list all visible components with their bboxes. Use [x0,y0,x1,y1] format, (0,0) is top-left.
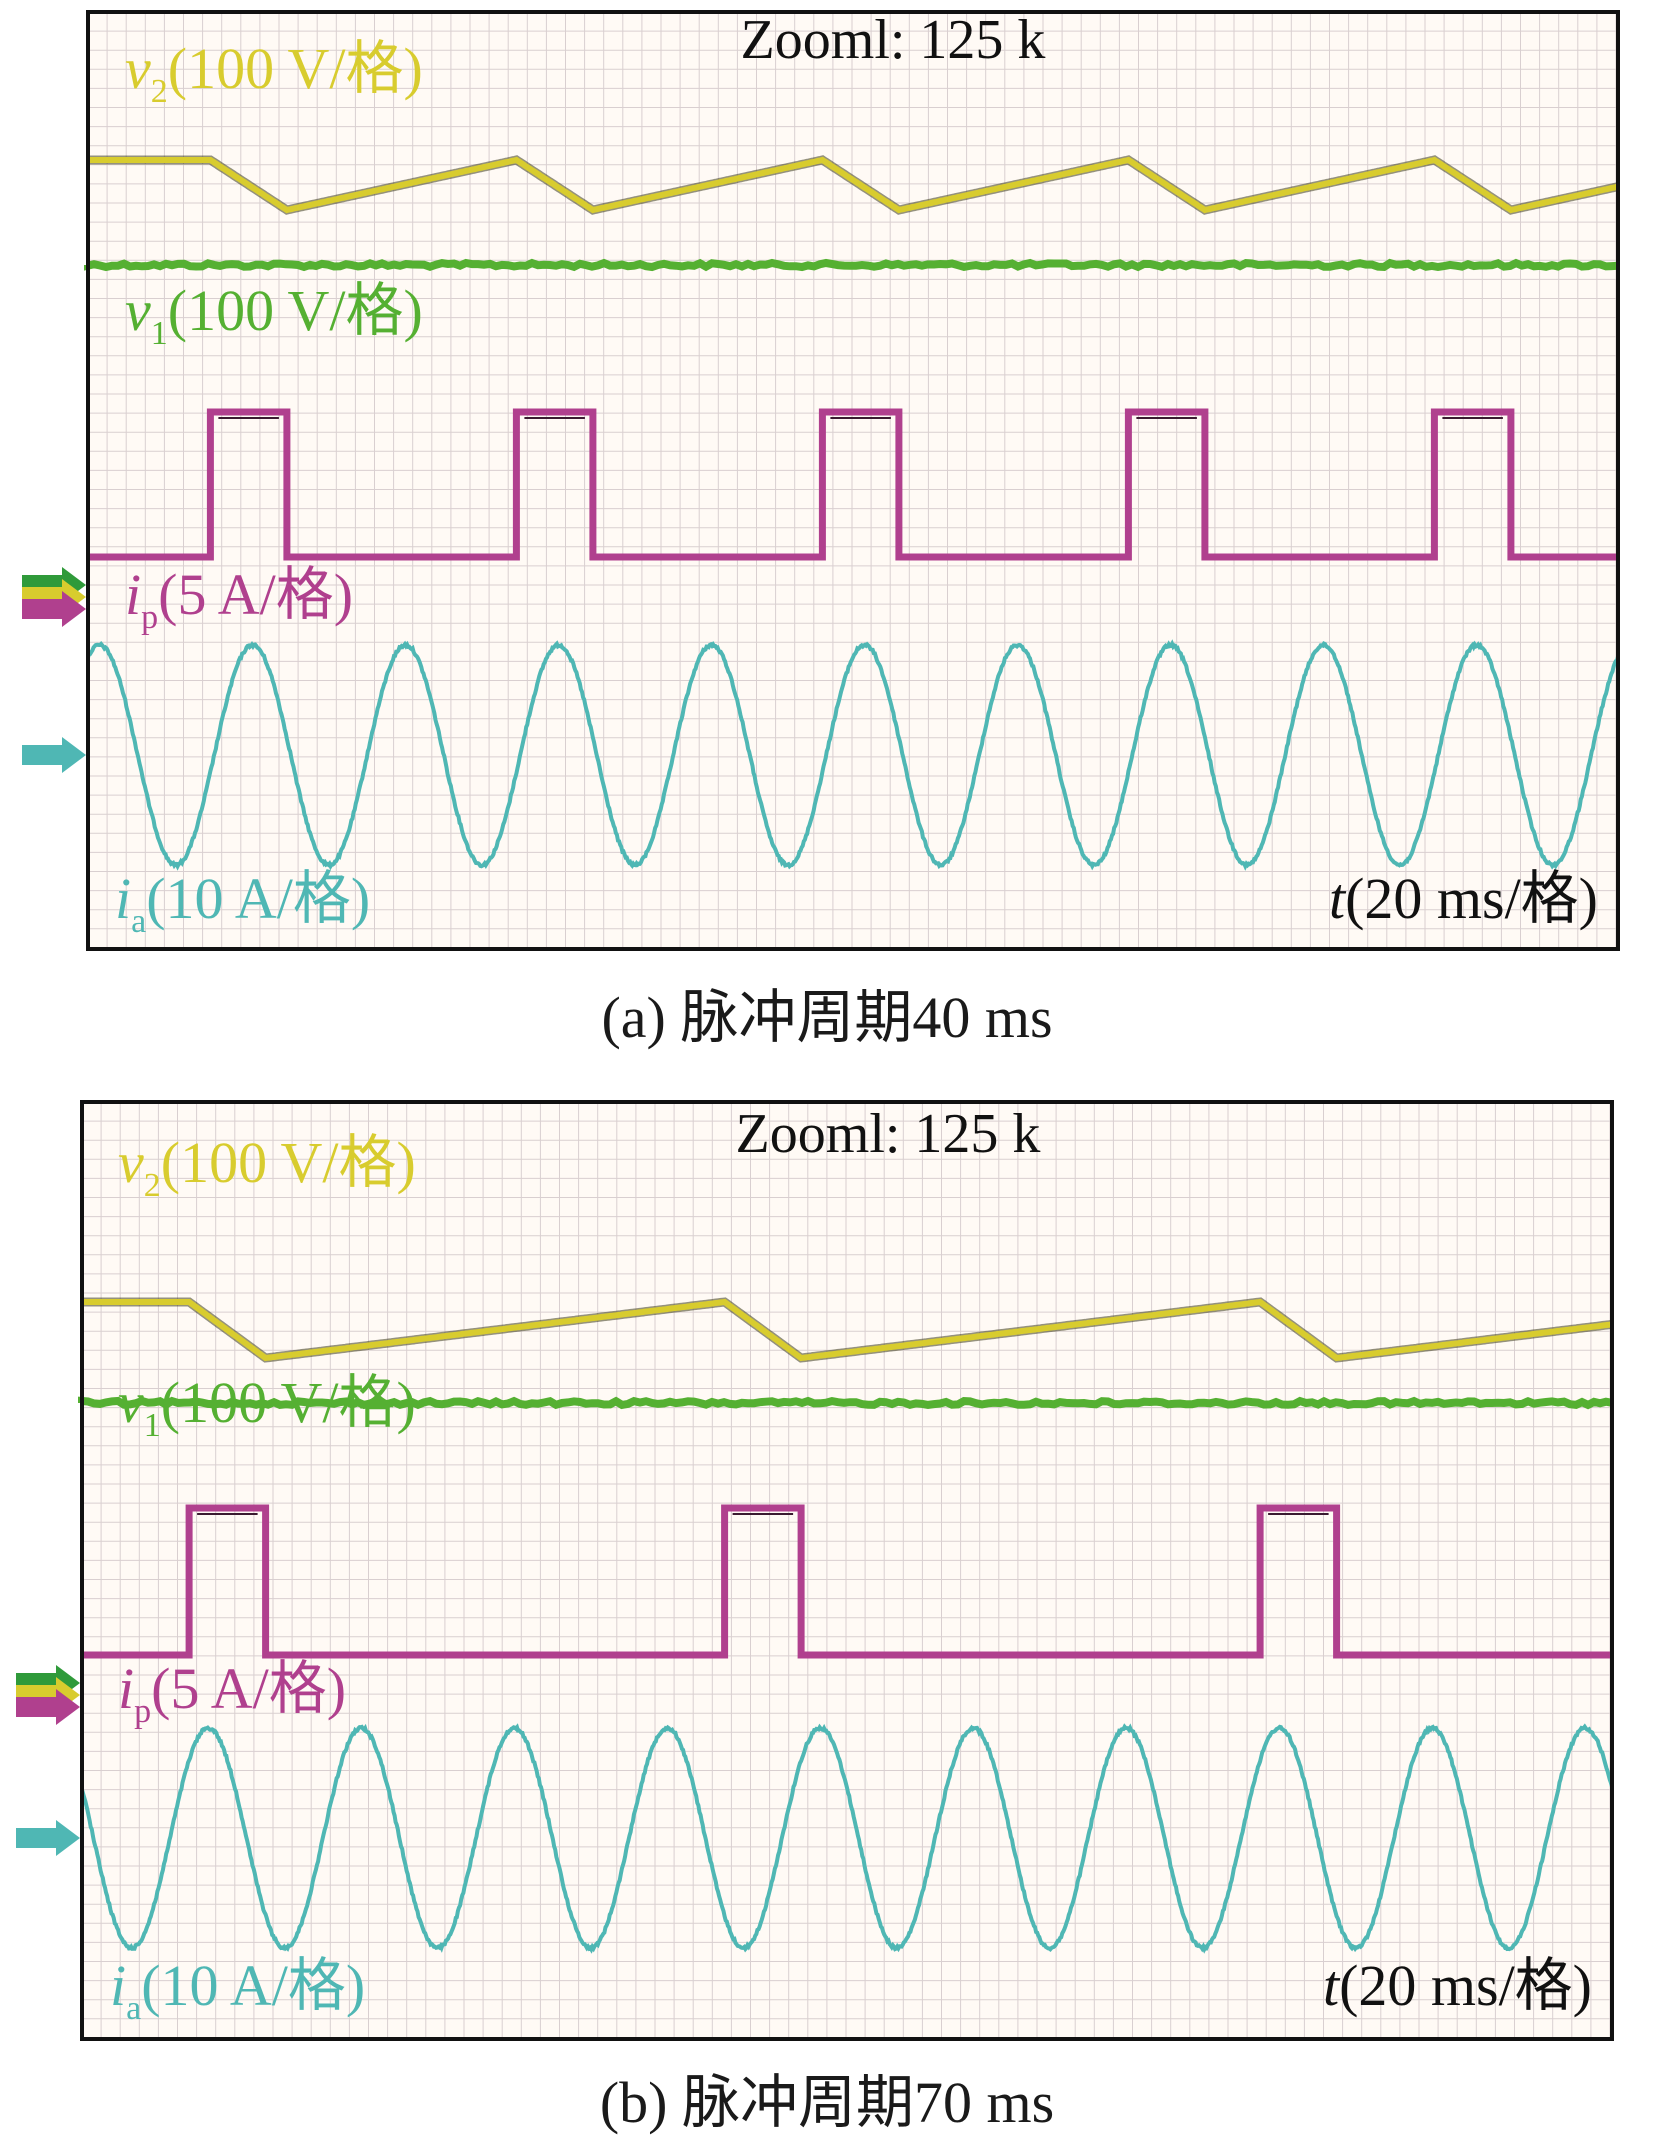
label-v2: v2(100 V/格) [125,36,423,110]
label-v1: v1(100 V/格) [118,1370,416,1444]
channel-marker-ip-icon [16,1689,80,1725]
waveforms [78,1297,1614,1954]
plot-background [82,1102,1612,2039]
label-ia-sub: a [131,903,146,940]
label-v1-scale: (100 V/格) [161,1370,416,1435]
label-v1-scale: (100 V/格) [168,278,423,343]
series-v1 [78,1396,1613,1410]
waveforms [84,155,1620,871]
scope-chart-a: Zooml: 125 k v2(100 V/格) v1(100 V/格) ip(… [22,9,1620,951]
label-time: t(20 ms/格) [1329,866,1598,931]
label-ip: ip(5 A/格) [118,1656,346,1730]
label-v2-scale: (100 V/格) [168,36,423,101]
label-ip: ip(5 A/格) [125,562,353,636]
label-v1-symbol: v [118,1370,144,1435]
label-time-scale: (20 ms/格) [1339,1953,1592,2018]
label-ip-sub: p [141,599,158,636]
panel-a: Zooml: 125 k v2(100 V/格) v1(100 V/格) ip(… [0,0,1654,1060]
caption-a: (a) 脉冲周期40 ms [601,985,1053,1050]
series-v1 [84,258,1619,272]
label-v2: v2(100 V/格) [118,1130,416,1204]
label-v1-symbol: v [125,278,151,343]
label-ip-sub: p [134,1693,151,1730]
plot-frame [86,10,1620,951]
label-v1: v1(100 V/格) [125,278,423,352]
label-ip-scale: (5 A/格) [151,1656,346,1721]
scope-chart-b: Zooml: 125 k v2(100 V/格) v1(100 V/格) ip(… [16,1100,1614,2041]
label-v2-symbol: v [125,36,151,101]
label-ia-sub: a [126,1990,141,2027]
zoom-label: Zooml: 125 k [741,9,1046,71]
label-ia-scale: (10 A/格) [141,1953,365,2018]
label-v2-sub: 2 [144,1167,161,1204]
panel-b: Zooml: 125 k v2(100 V/格) v1(100 V/格) ip(… [0,1090,1654,2145]
label-ia-symbol: i [115,866,131,931]
plot-background [88,12,1618,949]
series-v2 [82,1298,1613,1362]
label-time-scale: (20 ms/格) [1345,866,1598,931]
series-v2 [88,156,1619,214]
label-ia: ia(10 A/格) [115,866,370,940]
label-v2-scale: (100 V/格) [161,1130,416,1195]
label-time-symbol: t [1329,866,1347,931]
label-v1-sub: 1 [144,1407,161,1444]
label-ip-scale: (5 A/格) [158,562,353,627]
label-ip-symbol: i [125,562,141,627]
series-ia [80,1723,1614,1954]
channel-marker-ia-icon [22,737,86,773]
channel-marker-ip-icon [22,591,86,627]
series-ia [86,639,1620,871]
caption-b: (b) 脉冲周期70 ms [599,2070,1055,2135]
label-v1-sub: 1 [151,315,168,352]
channel-marker-ia-icon [16,1820,80,1856]
label-ia-symbol: i [110,1953,126,2018]
plot-frame [80,1100,1614,2041]
channel-markers [16,1665,80,1856]
grid [81,1101,1612,2039]
channel-markers [22,567,86,773]
series-ip [82,1504,1612,1659]
label-time: t(20 ms/格) [1323,1953,1592,2018]
label-ip-symbol: i [118,1656,134,1721]
zoom-label: Zooml: 125 k [736,1103,1041,1165]
series-ip [88,408,1618,561]
label-v2-symbol: v [118,1130,144,1195]
label-time-symbol: t [1323,1953,1341,2018]
label-ia: ia(10 A/格) [110,1953,365,2027]
label-ia-scale: (10 A/格) [146,866,370,931]
label-v2-sub: 2 [151,73,168,110]
